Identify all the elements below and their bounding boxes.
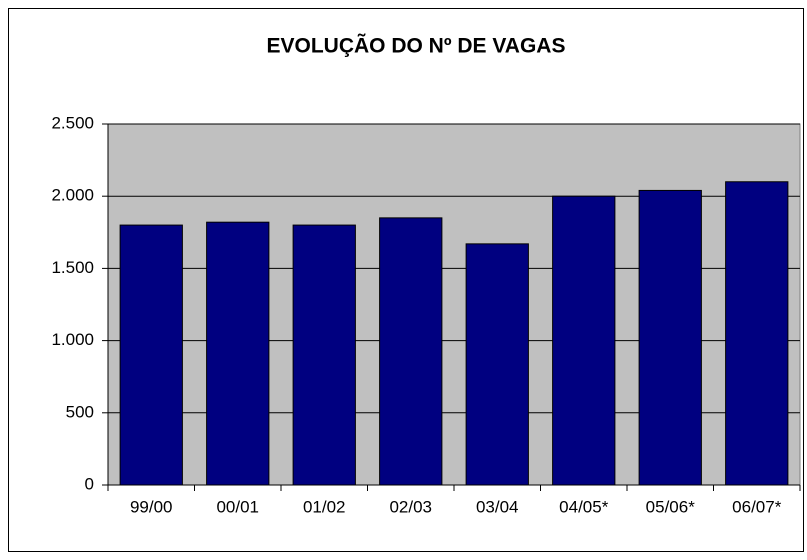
bar xyxy=(119,224,183,486)
bar xyxy=(638,189,702,486)
bar xyxy=(206,221,270,486)
x-tick-label: 02/03 xyxy=(389,497,432,516)
y-tick-label: 500 xyxy=(66,402,94,421)
bar xyxy=(725,181,789,486)
bar xyxy=(292,224,356,486)
x-tick-label: 00/01 xyxy=(216,497,259,516)
y-tick-label: 1.000 xyxy=(51,330,94,349)
bar xyxy=(379,217,443,486)
y-tick-label: 1.500 xyxy=(51,258,94,277)
chart-title: EVOLUÇÃO DO Nº DE VAGAS xyxy=(267,35,566,58)
bar xyxy=(552,195,616,486)
x-tick-label: 05/06* xyxy=(646,497,696,516)
bar xyxy=(465,243,529,486)
x-tick-label: 99/00 xyxy=(130,497,173,516)
x-tick-label: 04/05* xyxy=(559,497,609,516)
y-tick-label: 2.000 xyxy=(51,186,94,205)
y-tick-label: 2.500 xyxy=(51,113,94,132)
y-tick-label: 0 xyxy=(85,474,94,493)
x-tick-label: 01/02 xyxy=(303,497,346,516)
x-tick-label: 03/04 xyxy=(476,497,519,516)
x-tick-label: 06/07* xyxy=(732,497,782,516)
